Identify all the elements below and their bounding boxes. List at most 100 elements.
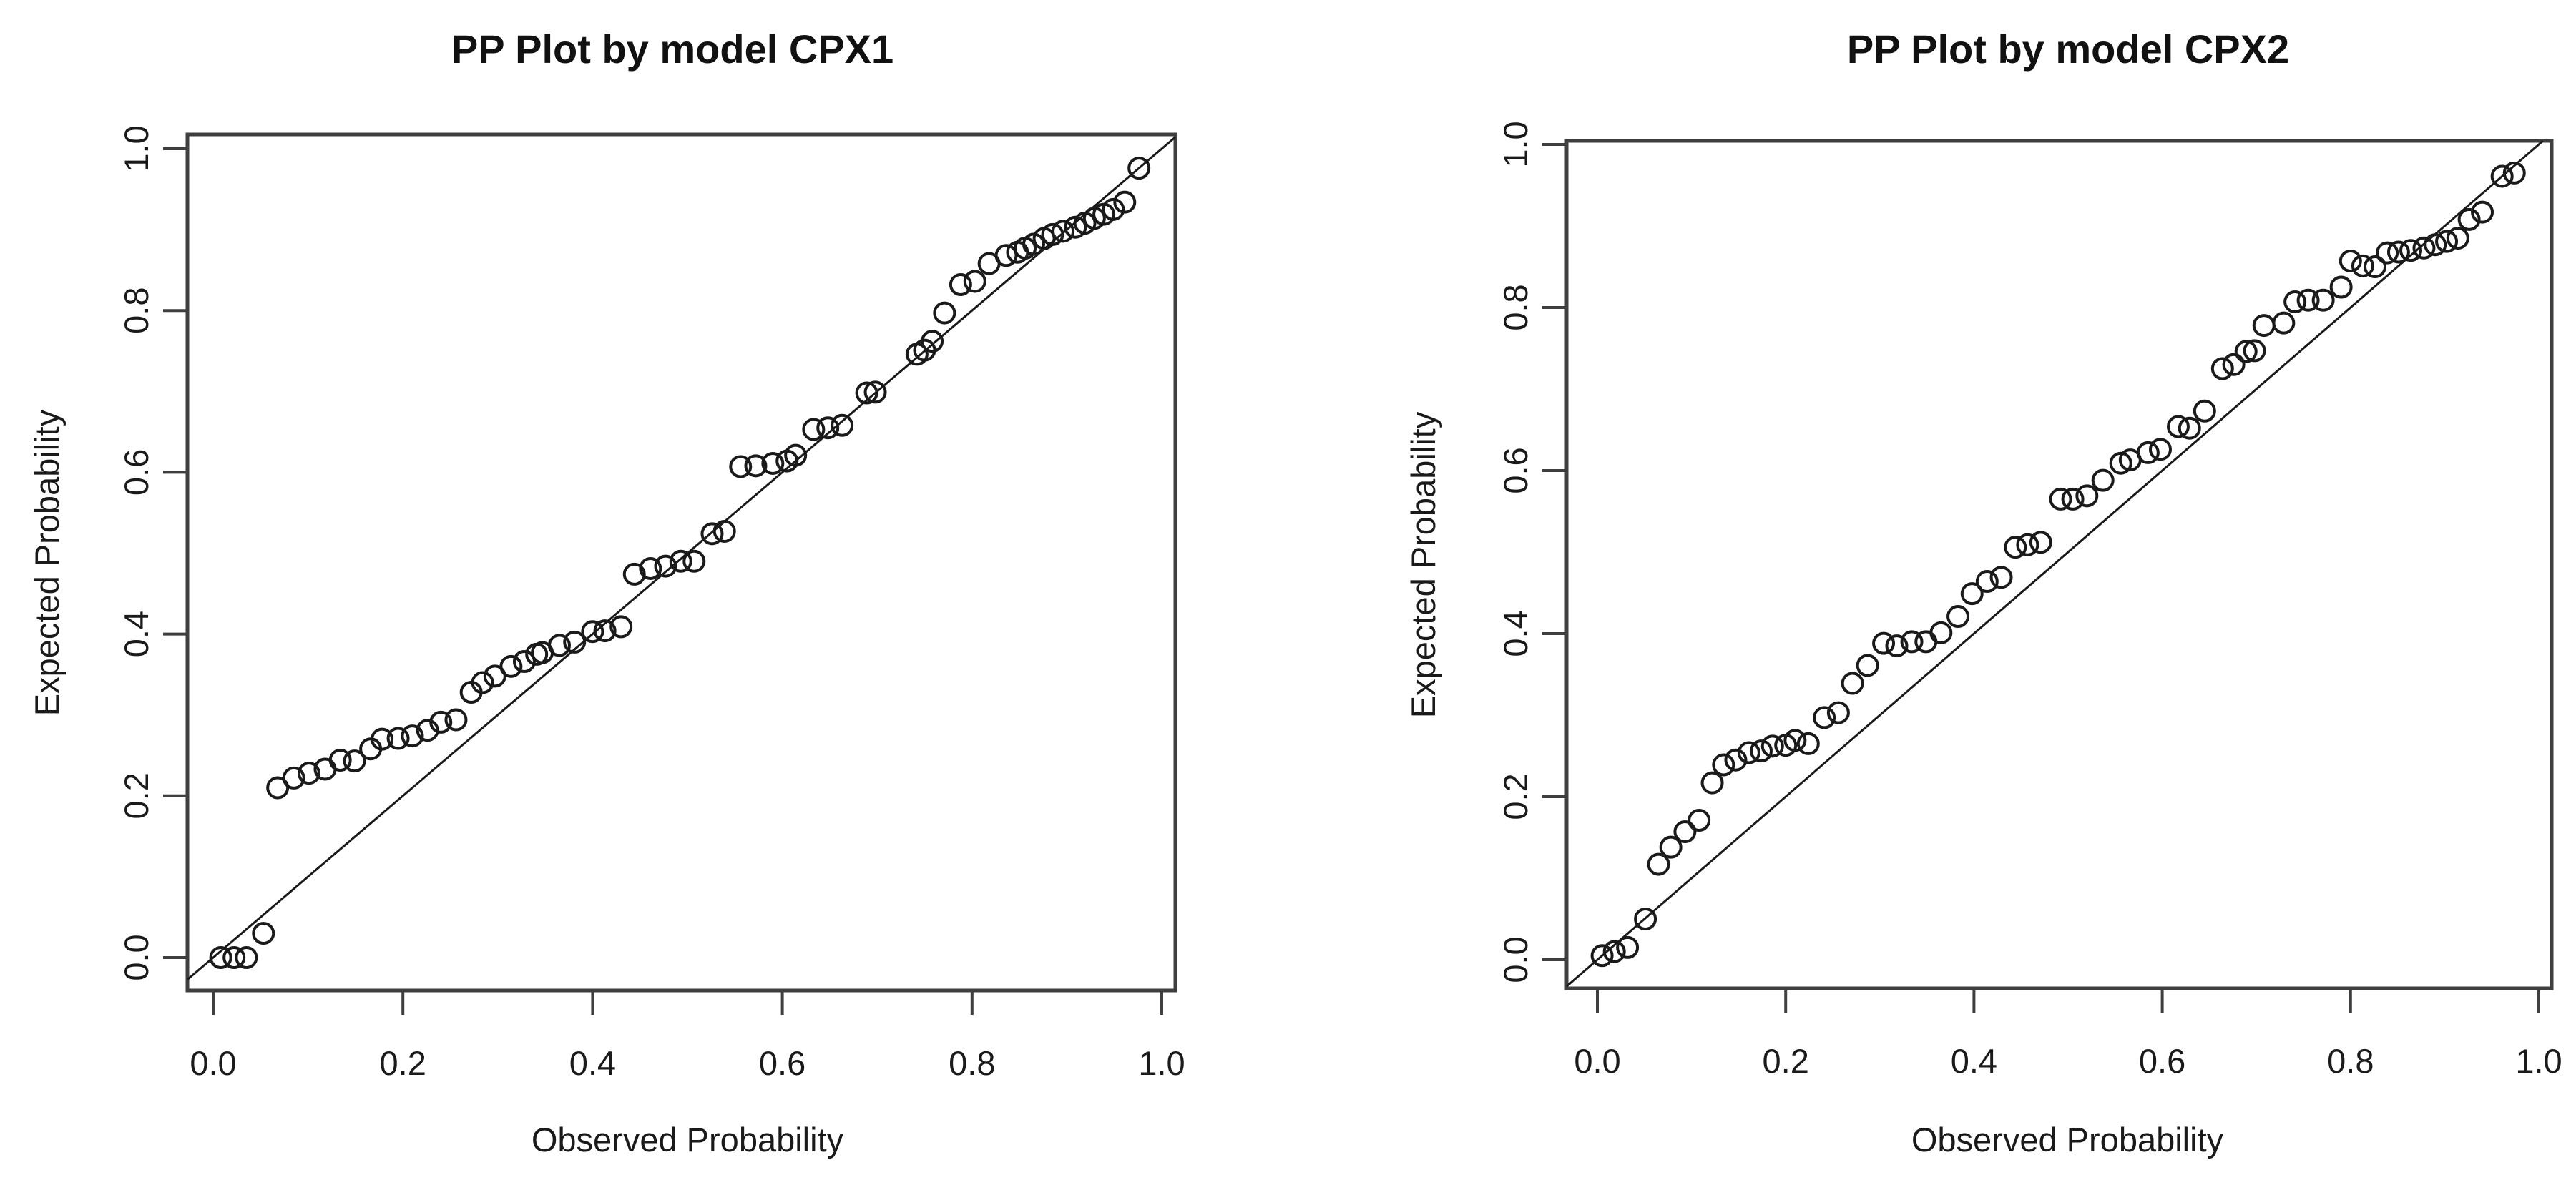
- x-tick-label: 0.8: [949, 1044, 995, 1082]
- data-point: [712, 519, 736, 543]
- data-point: [1826, 701, 1850, 724]
- data-point: [1975, 570, 1999, 594]
- y-tick-label: 1.0: [1497, 121, 1534, 167]
- pp-plot-cpx2: PP Plot by model CPX2 0.0 0.2 0.4 0.6 0.8 1.0…: [1404, 26, 2562, 1159]
- x-tick-label: 0.2: [1763, 1042, 1809, 1080]
- data-point: [2272, 311, 2296, 335]
- data-point: [2311, 288, 2335, 312]
- plot-box: [185, 132, 1177, 993]
- data-point: [581, 620, 604, 644]
- data-point: [2471, 200, 2494, 224]
- data-point: [1647, 852, 1670, 876]
- data-point: [1724, 748, 1748, 772]
- data-point: [1590, 944, 1614, 968]
- data-point: [816, 416, 840, 440]
- data-point: [921, 330, 944, 353]
- x-axis-label-cpx2: Observed Probability: [1911, 1121, 2224, 1159]
- data-point: [2061, 487, 2085, 511]
- data-point: [1659, 835, 1683, 859]
- data-point: [2364, 255, 2387, 278]
- data-point: [2296, 288, 2320, 312]
- data-point: [2399, 239, 2423, 262]
- data-point: [2166, 415, 2190, 438]
- data-point: [1749, 739, 1773, 763]
- data-point: [328, 749, 352, 772]
- plot-title-cpx2: PP Plot by model CPX2: [1847, 26, 2289, 72]
- data-point: [2351, 254, 2374, 277]
- data-point: [2049, 487, 2072, 511]
- data-point: [401, 724, 424, 748]
- data-point: [2136, 441, 2160, 464]
- data-point: [622, 562, 646, 586]
- data-point: [2029, 531, 2052, 554]
- data-point: [1856, 654, 1879, 677]
- data-point: [499, 654, 523, 678]
- plot-box: [1564, 139, 2554, 990]
- y-tick-label: 0.8: [117, 287, 155, 334]
- data-point: [639, 556, 662, 580]
- data-point: [784, 443, 808, 467]
- data-point: [2424, 233, 2447, 257]
- y-axis-label-cpx1: Expected Probability: [28, 409, 66, 716]
- data-point: [2339, 250, 2362, 273]
- data-point: [2412, 236, 2436, 260]
- data-point: [1885, 634, 1909, 658]
- data-point: [1700, 771, 1724, 795]
- data-point: [512, 650, 536, 674]
- data-point: [343, 749, 366, 773]
- x-tick-label: 0.6: [759, 1044, 805, 1082]
- y-tick-label: 0.4: [1497, 610, 1534, 657]
- y-tick-label: 0.8: [1497, 284, 1534, 330]
- data-point: [1960, 582, 1984, 606]
- data-point: [1813, 706, 1836, 729]
- data-point: [682, 549, 706, 573]
- data-point: [1796, 732, 1820, 755]
- y-tick-label: 0.6: [117, 449, 155, 496]
- data-point: [471, 671, 494, 694]
- plot-area-cpx1: 0.0 0.2 0.4 0.6 0.8 1.0 0.0 0.2 0.4 0.6 0.8 1.0: [117, 125, 1185, 1082]
- y-tick-label: 0.2: [1497, 773, 1534, 820]
- x-tick-label: 0.4: [1951, 1042, 1997, 1080]
- x-tick-label: 1.0: [2515, 1042, 2562, 1080]
- identity-reference-line: [1566, 139, 2544, 988]
- data-point: [949, 273, 972, 297]
- data-point: [1914, 630, 1938, 654]
- data-point: [1737, 741, 1760, 764]
- data-point: [1634, 908, 1657, 930]
- data-point: [933, 301, 956, 325]
- data-point: [547, 634, 571, 657]
- data-point: [1673, 820, 1697, 844]
- data-point: [1946, 605, 1970, 629]
- data-point: [2193, 399, 2216, 423]
- data-point: [1602, 940, 1626, 963]
- data-point: [2435, 230, 2459, 253]
- data-point: [386, 727, 410, 750]
- x-tick-label: 0.8: [2327, 1042, 2374, 1080]
- data-point: [2386, 240, 2410, 264]
- data-point: [700, 522, 724, 546]
- data-point: [1783, 729, 1807, 752]
- y-axis-label-cpx2: Expected Probability: [1404, 411, 1442, 718]
- data-point: [1900, 630, 1924, 654]
- x-tick-label: 0.0: [190, 1044, 236, 1082]
- data-point: [2178, 416, 2201, 440]
- data-point: [1127, 157, 1151, 180]
- data-point: [1712, 753, 1735, 777]
- data-point: [2109, 451, 2132, 475]
- data-point: [744, 454, 768, 478]
- data-point: [1616, 935, 1640, 959]
- data-point: [2376, 241, 2399, 265]
- data-point: [761, 451, 785, 475]
- identity-reference-line: [187, 136, 1176, 980]
- data-point: [444, 708, 468, 732]
- data-point: [209, 946, 232, 969]
- x-tick-label: 0.6: [2139, 1042, 2185, 1080]
- x-axis-label-cpx1: Observed Probability: [532, 1121, 844, 1159]
- data-point: [654, 554, 677, 578]
- plot-area-cpx2: 0.0 0.2 0.4 0.6 0.8 1.0 0.0 0.2 0.4 0.6 0.8 1.0: [1497, 121, 2562, 1080]
- data-point: [2075, 484, 2099, 508]
- data-point: [429, 710, 453, 734]
- data-point: [1841, 672, 1864, 695]
- data-point: [1688, 809, 1711, 832]
- data-point: [1929, 621, 1953, 644]
